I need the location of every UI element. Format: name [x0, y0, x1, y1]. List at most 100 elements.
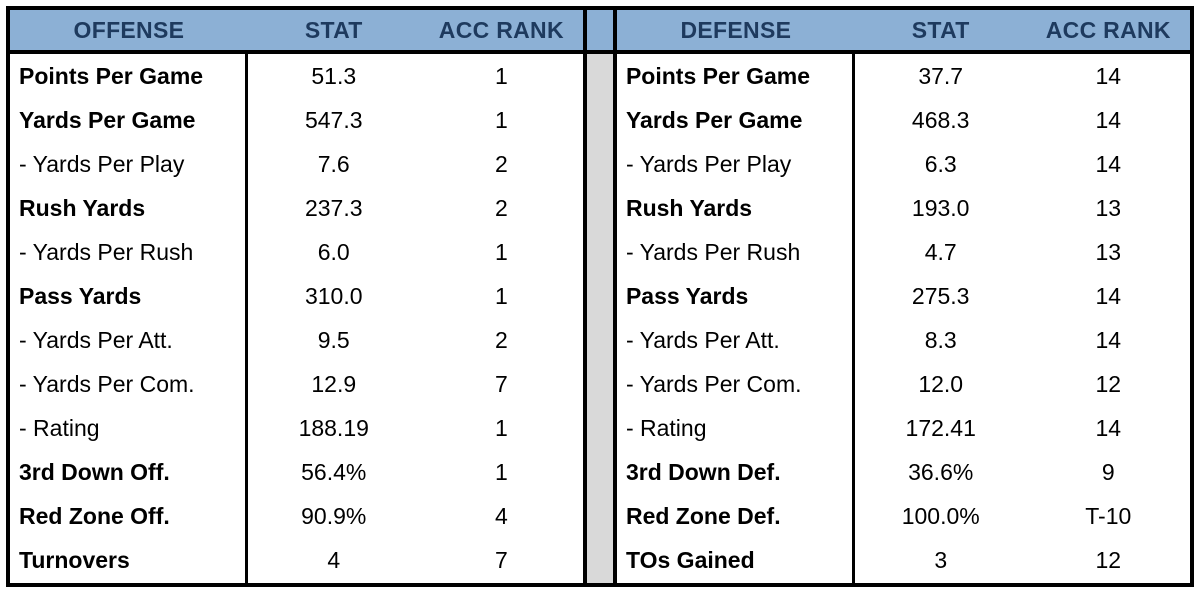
acc-rank-value: 9 — [1101, 459, 1115, 486]
acc-rank-value: 12 — [1095, 371, 1122, 398]
acc-rank-value: 1 — [494, 282, 508, 309]
stat-label: - Yards Per Att. — [617, 318, 855, 363]
table-row: Yards Per Game 468.3 14 — [617, 98, 1190, 143]
acc-rank-value: 7 — [494, 371, 508, 398]
offense-table-header-row: OFFENSE STAT ACC RANK — [10, 10, 584, 54]
stat-label: - Rating — [617, 406, 855, 451]
acc-rank-value: 14 — [1095, 282, 1122, 309]
stat-label: Pass Yards — [10, 274, 248, 319]
acc-rank-value: 2 — [494, 150, 508, 177]
defense-acc-rank-column-header: ACC RANK — [1045, 16, 1171, 43]
acc-rank-value: 14 — [1095, 415, 1122, 442]
acc-rank-value: 2 — [494, 194, 508, 221]
stat-value: 56.4% — [301, 459, 367, 486]
stat-value: 6.3 — [924, 150, 957, 177]
stat-value: 7.6 — [317, 150, 350, 177]
stat-label: - Yards Per Play — [617, 142, 855, 187]
stat-label: Yards Per Game — [617, 98, 855, 143]
stat-value: 3 — [934, 547, 948, 574]
stat-label: - Rating — [10, 406, 248, 451]
stat-value: 275.3 — [911, 282, 970, 309]
table-row: - Yards Per Rush 4.7 13 — [617, 230, 1190, 275]
table-separator — [587, 6, 613, 587]
table-row: Rush Yards 237.3 2 — [10, 186, 583, 231]
stat-label: 3rd Down Def. — [617, 450, 855, 495]
stat-value: 188.19 — [298, 415, 369, 442]
stat-value: 12.0 — [918, 371, 964, 398]
offense-table: OFFENSE STAT ACC RANK Points Per Game 51… — [6, 6, 588, 587]
tables-layout: OFFENSE STAT ACC RANK Points Per Game 51… — [6, 6, 1194, 587]
stat-label: Yards Per Game — [10, 98, 248, 143]
acc-rank-value: 7 — [494, 547, 508, 574]
offense-stat-column-header: STAT — [304, 16, 363, 43]
table-row: Pass Yards 310.0 1 — [10, 274, 583, 319]
acc-rank-value: 14 — [1095, 62, 1122, 89]
stat-value: 468.3 — [911, 106, 970, 133]
stat-label: Rush Yards — [617, 186, 855, 231]
stat-label: 3rd Down Off. — [10, 450, 248, 495]
stat-label: - Yards Per Att. — [10, 318, 248, 363]
defense-column-header: DEFENSE — [680, 16, 792, 43]
stat-value: 12.9 — [311, 371, 357, 398]
defense-table: DEFENSE STAT ACC RANK Points Per Game 37… — [612, 6, 1194, 587]
table-row: Rush Yards 193.0 13 — [617, 186, 1190, 231]
acc-rank-value: 1 — [494, 106, 508, 133]
defense-table-header-row: DEFENSE STAT ACC RANK — [616, 10, 1190, 54]
stat-label: TOs Gained — [617, 538, 855, 583]
stat-value: 237.3 — [304, 194, 363, 221]
acc-rank-value: 1 — [494, 459, 508, 486]
table-row: Red Zone Off. 90.9% 4 — [10, 494, 583, 539]
table-row: - Rating 172.41 14 — [617, 406, 1190, 451]
stat-value: 90.9% — [301, 503, 367, 530]
acc-rank-value: 12 — [1095, 547, 1122, 574]
stat-label: - Yards Per Rush — [617, 230, 855, 275]
stat-label: Turnovers — [10, 538, 248, 583]
table-row: 3rd Down Def. 36.6% 9 — [617, 450, 1190, 495]
acc-rank-value: 4 — [494, 503, 508, 530]
table-row: Points Per Game 37.7 14 — [617, 54, 1190, 99]
acc-rank-value: 1 — [494, 238, 508, 265]
stat-value: 6.0 — [317, 238, 350, 265]
stat-label: - Yards Per Com. — [617, 362, 855, 407]
acc-rank-value: 14 — [1095, 106, 1122, 133]
table-row: Pass Yards 275.3 14 — [617, 274, 1190, 319]
table-row: Yards Per Game 547.3 1 — [10, 98, 583, 143]
offense-acc-rank-column-header: ACC RANK — [438, 16, 564, 43]
stat-value: 193.0 — [911, 194, 970, 221]
table-row: - Yards Per Com. 12.9 7 — [10, 362, 583, 407]
table-row: Points Per Game 51.3 1 — [10, 54, 583, 99]
acc-rank-value: 1 — [494, 415, 508, 442]
stat-label: - Yards Per Play — [10, 142, 248, 187]
table-row: - Yards Per Rush 6.0 1 — [10, 230, 583, 275]
defense-stat-column-header: STAT — [911, 16, 970, 43]
acc-rank-value: 1 — [494, 62, 508, 89]
stat-value: 4 — [327, 547, 341, 574]
defense-table-body: Points Per Game 37.7 14 Yards Per Game 4… — [617, 54, 1190, 583]
table-row: - Rating 188.19 1 — [10, 406, 583, 451]
acc-rank-value: 14 — [1095, 150, 1122, 177]
stat-label: Red Zone Off. — [10, 494, 248, 539]
stat-value: 9.5 — [317, 327, 350, 353]
table-row: - Yards Per Play 6.3 14 — [617, 142, 1190, 187]
stat-value: 51.3 — [311, 62, 357, 89]
stat-label: Red Zone Def. — [617, 494, 855, 539]
stat-label: - Yards Per Com. — [10, 362, 248, 407]
table-row: - Yards Per Com. 12.0 12 — [617, 362, 1190, 407]
separator-header-cell — [587, 10, 613, 54]
stat-value: 36.6% — [908, 459, 974, 486]
stat-label: Pass Yards — [617, 274, 855, 319]
table-row: - Yards Per Att. 8.3 14 — [617, 318, 1190, 363]
acc-rank-value: 13 — [1095, 194, 1122, 221]
stat-value: 547.3 — [304, 106, 363, 133]
acc-rank-value: 14 — [1095, 327, 1122, 353]
stat-label: - Yards Per Rush — [10, 230, 248, 275]
table-row: - Yards Per Play 7.6 2 — [10, 142, 583, 187]
stat-value: 8.3 — [924, 327, 957, 353]
stat-label: Points Per Game — [617, 54, 855, 99]
stat-label: Points Per Game — [10, 54, 248, 99]
table-row: Red Zone Def. 100.0% T-10 — [617, 494, 1190, 539]
acc-rank-value: 13 — [1095, 238, 1122, 265]
table-row: - Yards Per Att. 9.5 2 — [10, 318, 583, 363]
offense-column-header: OFFENSE — [73, 16, 185, 43]
